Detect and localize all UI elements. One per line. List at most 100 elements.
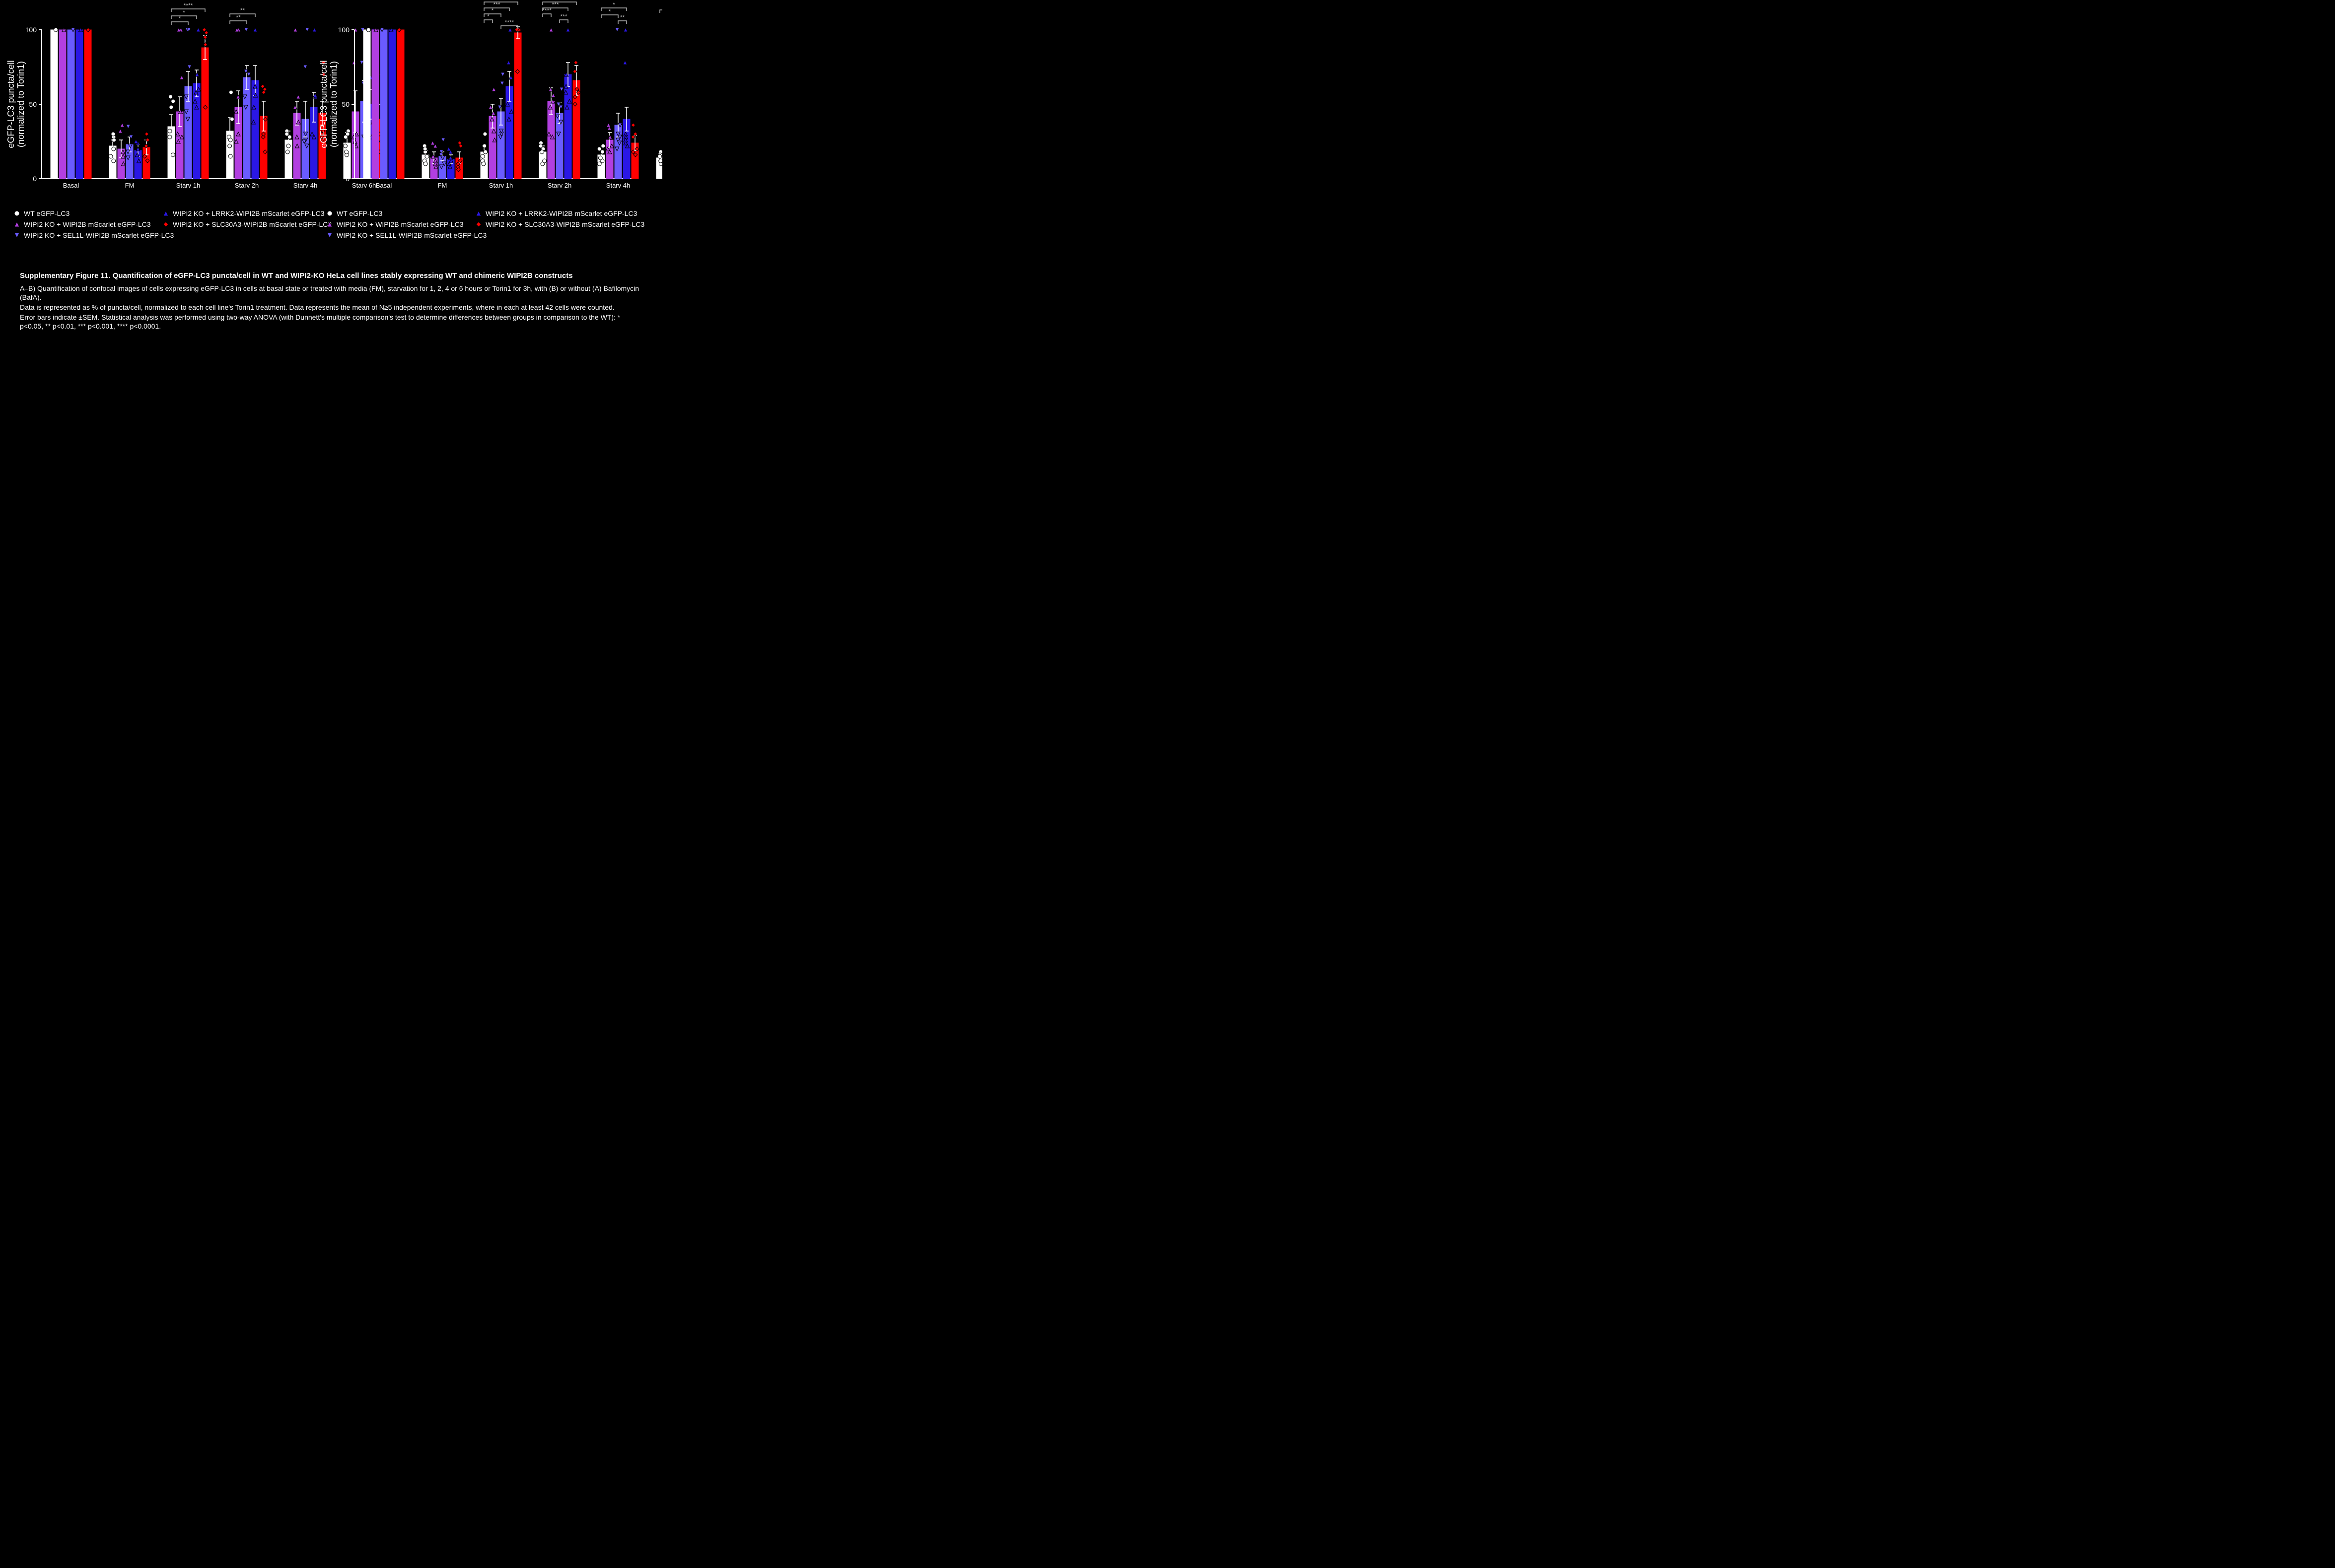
sig-label: * (179, 15, 181, 22)
marker (543, 159, 547, 163)
bar (565, 74, 571, 179)
ytick-label: 100 (25, 26, 37, 34)
bar (363, 30, 370, 179)
x-tick-label: Basal (63, 182, 79, 189)
legend-label: WIPI2 KO + WIPI2B mScarlet eGFP-LC3 (337, 220, 464, 228)
marker (344, 135, 348, 139)
y-axis-label: eGFP-LC3 puncta/cell(normalized to Torin… (6, 60, 26, 148)
marker (230, 117, 234, 121)
marker (111, 132, 115, 136)
marker (228, 138, 232, 142)
caption-line: A–B) Quantification of confocal images o… (20, 284, 639, 292)
legend-label: WIPI2 KO + WIPI2B mScarlet eGFP-LC3 (24, 220, 151, 228)
legend-label: WT eGFP-LC3 (24, 209, 70, 217)
sig-label: *** (552, 1, 559, 8)
marker (54, 28, 58, 32)
legend-label: WIPI2 KO + SLC30A3-WIPI2B mScarlet eGFP-… (486, 220, 644, 228)
bar (84, 30, 91, 179)
marker (343, 144, 347, 148)
marker (171, 99, 175, 103)
bar (202, 48, 209, 179)
marker (366, 28, 370, 32)
marker (112, 138, 116, 142)
marker (171, 153, 175, 157)
legend-label: WT eGFP-LC3 (337, 209, 383, 217)
bar (51, 30, 58, 179)
marker (228, 144, 232, 148)
marker (285, 150, 289, 154)
marker (597, 147, 601, 151)
marker (112, 147, 116, 151)
marker (169, 105, 173, 109)
x-tick-label: FM (125, 182, 135, 189)
x-tick-label: Basal (376, 182, 392, 189)
sig-label: **** (542, 7, 552, 14)
marker (601, 144, 605, 148)
marker (540, 150, 544, 154)
marker (424, 162, 427, 166)
marker (229, 90, 233, 94)
marker (483, 132, 487, 136)
sig-label: ** (620, 14, 625, 21)
ytick-label: 50 (342, 100, 350, 108)
bar (59, 30, 66, 179)
ytick-label: 50 (29, 100, 37, 108)
marker (345, 150, 349, 154)
marker (168, 129, 172, 133)
bar (68, 30, 74, 179)
x-tick-label: Starv 4h (293, 182, 317, 189)
sig-label: *** (493, 1, 500, 8)
bar (193, 83, 200, 179)
x-tick-label: Starv 1h (489, 182, 513, 189)
ytick-label: 0 (33, 175, 37, 183)
marker (483, 144, 487, 148)
legend-label: WIPI2 KO + SEL1L-WIPI2B mScarlet eGFP-LC… (24, 231, 174, 239)
bar (243, 77, 250, 179)
marker (285, 132, 289, 136)
marker (228, 154, 232, 158)
bar (389, 30, 396, 179)
caption-line: p<0.05, ** p<0.01, *** p<0.001, **** p<0… (20, 322, 161, 330)
marker (109, 154, 113, 158)
sig-label: **** (184, 2, 193, 9)
bar (380, 30, 387, 179)
ytick-label: 100 (338, 26, 350, 34)
x-tick-label: Starv 6h (352, 182, 376, 189)
sig-label: * (492, 7, 494, 14)
figure-root: 0 50 100 eGFP-LC3 puncta/cell(normalized to… (0, 0, 662, 445)
sig-label: ** (236, 14, 241, 21)
sig-label: * (183, 9, 185, 16)
marker (423, 147, 427, 151)
marker (539, 144, 543, 148)
bar (514, 33, 521, 179)
marker (169, 95, 173, 99)
bar (372, 30, 379, 179)
marker (598, 156, 602, 160)
ytick-label: 0 (346, 175, 350, 183)
marker (659, 159, 662, 163)
marker (658, 154, 662, 158)
x-tick-label: FM (438, 182, 447, 189)
x-tick-label: Starv 4h (606, 182, 630, 189)
bar (397, 30, 404, 179)
marker (484, 150, 488, 154)
caption-line: Error bars indicate ±SEM. Statistical an… (20, 313, 621, 321)
legend-label: WIPI2 KO + SEL1L-WIPI2B mScarlet eGFP-LC… (337, 231, 487, 239)
y-axis-label: eGFP-LC3 puncta/cell(normalized to Torin… (319, 60, 339, 148)
x-tick-label: Starv 2h (548, 182, 571, 189)
caption-line: Supplementary Figure 11. Quantification … (20, 272, 573, 280)
sig-label: * (609, 8, 611, 15)
legend-label: WIPI2 KO + SLC30A3-WIPI2B mScarlet eGFP-… (173, 220, 332, 228)
marker (168, 135, 172, 139)
sig-label: **** (505, 19, 514, 26)
marker (600, 150, 604, 154)
x-tick-label: Starv 2h (235, 182, 259, 189)
x-tick-label: Starv 1h (176, 182, 200, 189)
legend-label: WIPI2 KO + LRRK2-WIPI2B mScarlet eGFP-LC… (486, 209, 637, 217)
caption-line: (BafA). (20, 293, 42, 301)
sig-label: *** (560, 13, 567, 20)
marker (482, 162, 486, 166)
marker (112, 159, 116, 163)
bar (76, 30, 83, 179)
marker (425, 154, 429, 158)
